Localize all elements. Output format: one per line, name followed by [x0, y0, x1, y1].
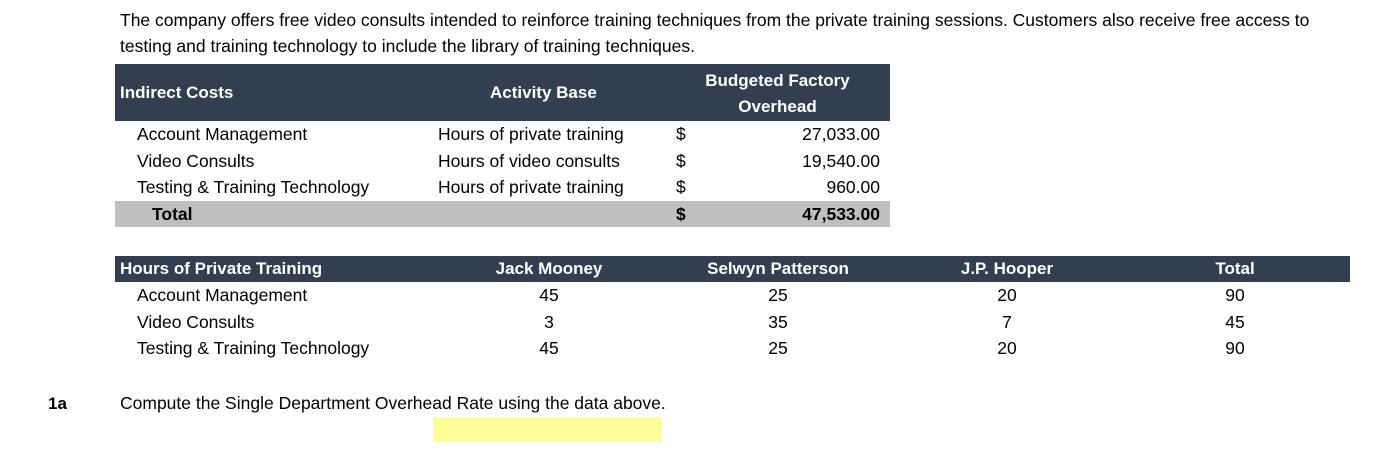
cost-name: Account Management [137, 124, 308, 144]
hours-value: 35 [768, 311, 788, 332]
header-budgeted-line1: Budgeted Factory [705, 71, 850, 90]
table-row: Video Consults 3 35 7 45 [115, 309, 1350, 336]
indirect-costs-table: Indirect Costs Activity Base Budgeted Fa… [115, 64, 890, 227]
hours-value: 20 [997, 338, 1017, 358]
header-jp-hooper: J.P. Hooper [960, 259, 1054, 278]
hours-total: 90 [1225, 285, 1245, 305]
hours-total: 90 [1225, 338, 1245, 358]
activity-base: Hours of private training [438, 177, 624, 197]
activity-base: Hours of private training [438, 124, 624, 144]
currency-sign: $ [676, 203, 686, 224]
hours-total: 45 [1225, 311, 1245, 332]
activity-base: Hours of video consults [438, 150, 620, 171]
total-row: Total $ 47,533.00 [115, 200, 890, 227]
hours-value: 7 [1002, 311, 1012, 332]
table-row: Video Consults Hours of video consults $… [115, 148, 890, 175]
question-label: 1a [48, 394, 67, 413]
cost-name: Video Consults [137, 150, 255, 171]
overhead-amount: 27,033.00 [802, 124, 880, 144]
hours-value: 20 [997, 285, 1017, 305]
cost-name: Account Management [137, 285, 308, 305]
header-selwyn-patterson: Selwyn Patterson [707, 259, 849, 278]
answer-input-cell[interactable] [433, 417, 662, 442]
header-budgeted-overhead: Budgeted Factory Overhead [685, 68, 870, 120]
overhead-amount: 19,540.00 [802, 150, 880, 171]
table-row: Testing & Training Technology 45 25 20 9… [115, 335, 1350, 362]
cost-name: Video Consults [137, 311, 255, 332]
header-hours-private-training: Hours of Private Training [120, 259, 323, 278]
table-row: Testing & Training Technology Hours of p… [115, 174, 890, 201]
private-training-hours-table: Hours of Private Training Jack Mooney Se… [115, 256, 1350, 362]
cost-name: Testing & Training Technology [137, 338, 370, 358]
currency-sign: $ [676, 150, 686, 171]
currency-sign: $ [676, 177, 686, 197]
overhead-amount: 960.00 [826, 177, 880, 197]
hours-value: 3 [544, 311, 554, 332]
cost-name: Testing & Training Technology [137, 177, 370, 197]
header-indirect-costs: Indirect Costs [120, 83, 234, 102]
table-row: Account Management 45 25 20 90 [115, 282, 1350, 309]
intro-paragraph: The company offers free video consults i… [120, 10, 1310, 56]
table-row: Account Management Hours of private trai… [115, 121, 890, 148]
hours-value: 45 [539, 338, 559, 358]
indirect-costs-header: Indirect Costs Activity Base Budgeted Fa… [115, 64, 890, 121]
private-training-header: Hours of Private Training Jack Mooney Se… [115, 256, 1350, 282]
header-total: Total [1215, 259, 1255, 278]
header-activity-base: Activity Base [490, 83, 597, 102]
total-amount: 47,533.00 [802, 203, 880, 224]
hours-value: 45 [539, 285, 559, 305]
header-budgeted-line2: Overhead [738, 97, 817, 116]
hours-value: 25 [768, 285, 788, 305]
total-label: Total [152, 203, 193, 224]
question-text: Compute the Single Department Overhead R… [120, 393, 666, 413]
hours-value: 25 [768, 338, 788, 358]
currency-sign: $ [676, 124, 686, 144]
header-jack-mooney: Jack Mooney [495, 259, 603, 278]
